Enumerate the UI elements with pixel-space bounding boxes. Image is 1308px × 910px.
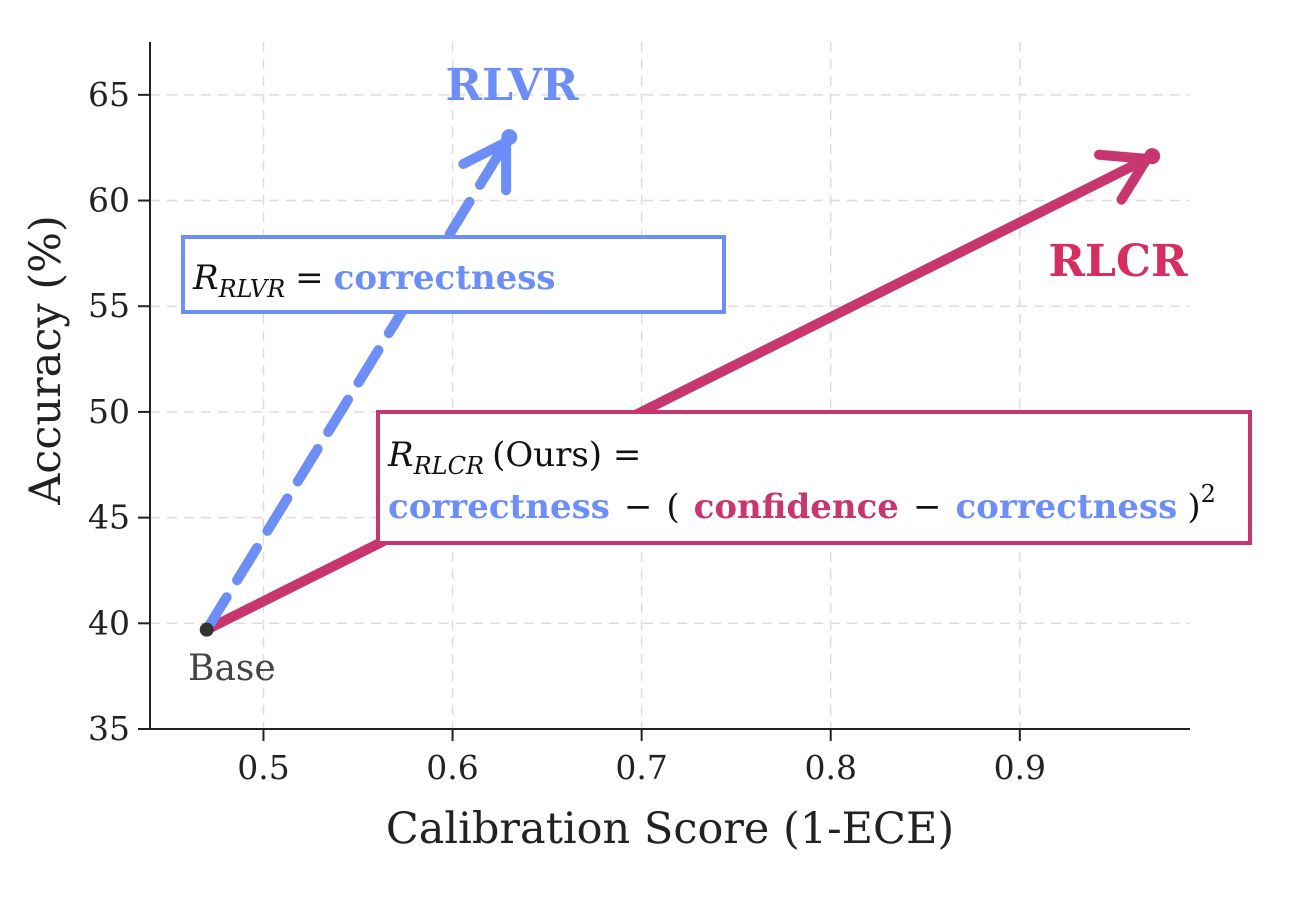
grid <box>150 42 1190 729</box>
rlvr-r-subscript: RLVR <box>218 275 286 303</box>
rlcr-label: RLCR <box>1048 236 1188 287</box>
y-tick-label: 65 <box>88 75 130 114</box>
rlcr-exponent: 2 <box>1201 480 1216 508</box>
rlcr-open-paren: ( <box>666 487 679 527</box>
y-tick-label: 60 <box>88 181 130 220</box>
x-tick-label: 0.7 <box>615 748 667 787</box>
rlvr-label: RLVR <box>446 60 579 111</box>
rlcr-box-frame <box>376 410 1252 545</box>
axes <box>149 42 1190 730</box>
y-tick-label: 45 <box>88 498 130 537</box>
rlcr-end-point <box>1144 148 1161 165</box>
rlvr-arrow-line <box>201 132 515 635</box>
rlcr-formula-line1: RRLCR (Ours) = <box>387 435 641 480</box>
rlvr-correctness: correctness <box>334 258 556 298</box>
x-tick-label: 0.9 <box>994 748 1046 787</box>
rlvr-formula: RRLVR = correctness <box>192 258 556 303</box>
y-axis-title: Accuracy (%) <box>21 215 71 506</box>
rlvr-end-point <box>501 129 518 146</box>
rlcr-close-paren: ) <box>1187 487 1200 527</box>
base-label: Base <box>188 648 276 689</box>
y-tick-label: 50 <box>88 392 130 431</box>
rlcr-ours-equals: (Ours) = <box>492 435 641 475</box>
base-point <box>199 622 214 637</box>
rlcr-arrow-line <box>201 151 1158 635</box>
y-tick-label: 40 <box>88 603 130 642</box>
rlvr-equals: = <box>295 258 324 298</box>
rlvr-formula-box: RRLVR = correctness <box>181 235 726 314</box>
rlcr-formula-box: RRLCR (Ours) = correctness −(confidence − co… <box>376 410 1252 545</box>
rlcr-r-subscript: RLCR <box>413 452 484 480</box>
rlcr-term-correctness-2: correctness <box>955 487 1177 527</box>
rlvr-box-frame <box>181 235 726 314</box>
rlcr-minus-1: − <box>624 487 653 527</box>
rlcr-formula-line2: correctness −(confidence − correctness)2 <box>388 480 1216 527</box>
rlvr-r-symbol: R <box>192 258 219 298</box>
rlcr-minus-2: − <box>913 487 942 527</box>
rlcr-term-confidence: confidence <box>694 487 899 527</box>
y-tick-label: 55 <box>88 286 130 325</box>
rlcr-r-symbol: R <box>387 435 414 475</box>
x-tick-label: 0.5 <box>237 748 289 787</box>
y-tick-label: 35 <box>88 709 130 748</box>
x-tick-label: 0.6 <box>426 748 478 787</box>
x-tick-label: 0.8 <box>804 748 856 787</box>
rlcr-term-correctness-1: correctness <box>388 487 610 527</box>
ticks: 35 40 45 50 55 60 65 0.5 0.6 0.7 0.8 0.9 <box>88 75 1046 787</box>
series <box>199 129 1161 637</box>
x-axis-title: Calibration Score (1-ECE) <box>386 804 954 854</box>
